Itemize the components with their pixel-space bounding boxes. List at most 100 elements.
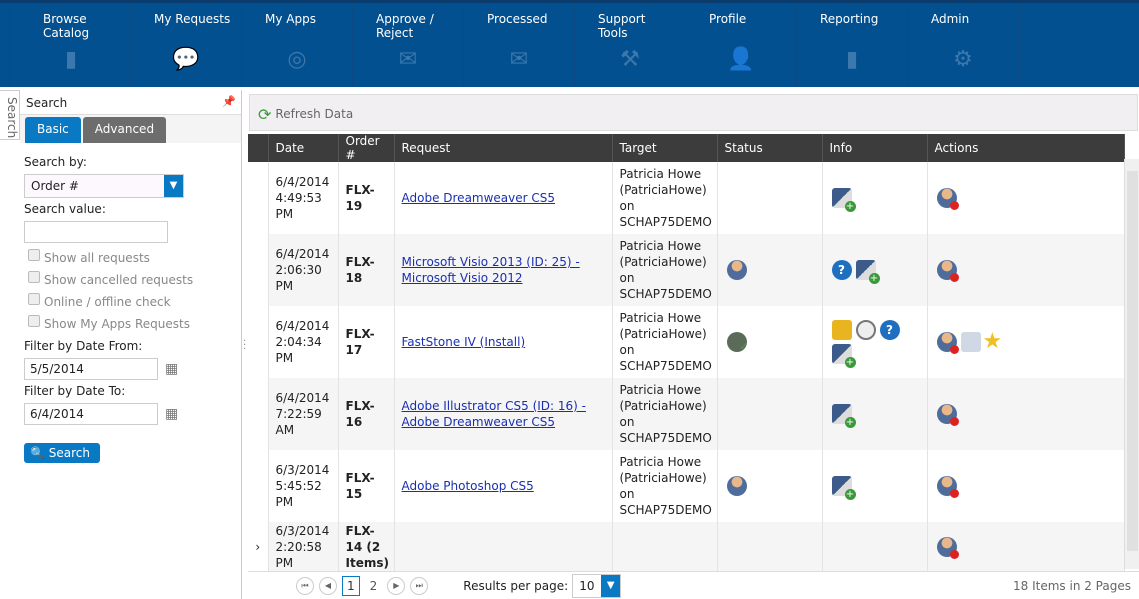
package-add-icon[interactable] — [831, 404, 856, 428]
request-link[interactable]: Microsoft Visio 2013 (ID: 25) - Microsof… — [401, 255, 580, 285]
package-add-icon[interactable] — [831, 476, 856, 500]
last-page-button[interactable]: ⏭ — [410, 576, 429, 595]
nav-my-requests[interactable]: My Requests 💬 — [131, 3, 242, 87]
cell-actions — [927, 162, 1125, 234]
vertical-scrollbar[interactable] — [1124, 159, 1139, 569]
refresh-data-button[interactable]: ⟳ Refresh Data — [258, 105, 353, 124]
cell-order: FLX-17 — [338, 306, 395, 378]
date-to-label: Filter by Date To: — [24, 384, 126, 398]
first-page-button[interactable]: ⏮ — [296, 576, 314, 595]
search-value-input[interactable] — [24, 221, 168, 243]
user-status-icon[interactable] — [726, 476, 747, 496]
column-header[interactable]: Target — [612, 134, 718, 162]
date-from-input[interactable]: 5/5/2014 — [24, 358, 158, 380]
search-button[interactable]: 🔍 Search — [24, 443, 101, 463]
checkbox[interactable] — [28, 315, 40, 327]
search-side-tab[interactable]: Search — [0, 90, 20, 140]
tab-basic[interactable]: Basic — [25, 117, 81, 143]
request-link[interactable]: Adobe Illustrator CS5 (ID: 16) - Adobe D… — [401, 399, 586, 429]
date-to-input[interactable]: 6/4/2014 — [24, 403, 158, 425]
cancel-user-icon[interactable] — [936, 332, 959, 354]
help-icon[interactable]: ? — [879, 320, 900, 340]
checkbox-option[interactable]: Show My Apps Requests — [28, 315, 237, 331]
check-disc-icon[interactable] — [726, 332, 748, 355]
checkbox-option[interactable]: Show cancelled requests — [28, 271, 237, 287]
column-header[interactable]: Actions — [927, 134, 1125, 162]
page-1[interactable]: 1 — [342, 575, 360, 596]
checkbox[interactable] — [28, 271, 40, 283]
cancel-user-icon[interactable] — [936, 260, 959, 282]
cell-target — [612, 522, 718, 572]
nav-admin[interactable]: Admin ⚙ — [908, 3, 1019, 87]
checkbox[interactable] — [28, 249, 40, 261]
document-icon[interactable] — [960, 332, 981, 352]
prev-page-button[interactable]: ◀ — [319, 576, 337, 595]
package-add-icon[interactable] — [855, 260, 880, 284]
table-row[interactable]: 6/4/2014 2:06:30 PM FLX-18 Microsoft Vis… — [248, 234, 1125, 306]
column-header[interactable]: Date — [268, 134, 339, 162]
request-link[interactable]: Adobe Dreamweaver CS5 — [401, 191, 556, 205]
tab-advanced[interactable]: Advanced — [82, 117, 167, 143]
bar-chart-icon: ▮ — [845, 47, 859, 72]
calendar-icon[interactable]: ▦ — [165, 361, 179, 377]
search-by-select[interactable]: Order # ▼ — [24, 174, 184, 198]
column-header[interactable]: Info — [822, 134, 928, 162]
cell-info — [822, 522, 928, 572]
pin-icon[interactable]: 📌 — [222, 95, 236, 108]
nav-label: Approve / Reject — [376, 12, 434, 40]
cell-info — [822, 378, 928, 450]
table-row[interactable]: 6/4/2014 7:22:59 AM FLX-16 Adobe Illustr… — [248, 378, 1125, 450]
column-header[interactable]: Request — [394, 134, 613, 162]
request-link[interactable]: Adobe Photoshop CS5 — [401, 479, 534, 493]
table-row[interactable]: › 6/3/2014 2:20:58 PM FLX-14 (2 Items) — [248, 522, 1125, 572]
checkbox-option[interactable]: Online / offline check — [28, 293, 237, 309]
next-page-button[interactable]: ▶ — [387, 576, 406, 595]
nav-my-apps[interactable]: My Apps ◎ — [242, 3, 353, 87]
package-add-icon[interactable] — [831, 344, 856, 368]
page-2[interactable]: 2 — [369, 578, 378, 593]
gears-icon: ⚙ — [953, 47, 973, 72]
table-row[interactable]: 6/3/2014 5:45:52 PM FLX-15 Adobe Photosh… — [248, 450, 1125, 522]
column-header[interactable]: Order # — [338, 134, 395, 162]
cancel-user-icon[interactable] — [936, 404, 959, 426]
cell-date: 6/4/2014 7:22:59 AM — [268, 378, 339, 450]
results-per-page-select[interactable]: 10 ▼ — [572, 573, 622, 598]
nav-profile[interactable]: Profile 👤 — [686, 3, 797, 87]
splitter-handle[interactable]: · · · — [243, 336, 247, 355]
row-expander[interactable]: › — [248, 522, 269, 572]
table-row[interactable]: 6/4/2014 2:04:34 PM FLX-17 FastStone IV … — [248, 306, 1125, 378]
calendar-icon[interactable]: ▦ — [165, 406, 179, 422]
chevron-down-icon[interactable]: ▼ — [601, 574, 621, 597]
request-link[interactable]: FastStone IV (Install) — [401, 335, 526, 349]
cell-actions — [927, 522, 1125, 572]
nav-reporting[interactable]: Reporting ▮ — [797, 3, 908, 87]
star-icon[interactable]: ★ — [982, 329, 1003, 354]
cell-order: FLX-15 — [338, 450, 395, 522]
nav-browse-catalog[interactable]: Browse Catalog ▮ — [9, 3, 131, 87]
checkbox[interactable] — [28, 293, 40, 305]
column-header[interactable]: Status — [717, 134, 823, 162]
nav-approve-reject[interactable]: Approve / Reject ✉ — [353, 3, 464, 87]
cancel-user-icon[interactable] — [936, 188, 959, 210]
nav-support-tools[interactable]: Support Tools ⚒ — [575, 3, 686, 87]
scrollbar-thumb[interactable] — [1127, 171, 1138, 551]
nav-processed[interactable]: Processed ✉ — [464, 3, 575, 87]
help-icon[interactable]: ? — [831, 260, 852, 280]
table-row[interactable]: 6/4/2014 4:49:53 PM FLX-19 Adobe Dreamwe… — [248, 162, 1125, 234]
chat-bubbles-icon: 💬 — [172, 47, 200, 72]
person-icon: 👤 — [727, 47, 755, 72]
chevron-down-icon[interactable]: ▼ — [164, 175, 183, 197]
package-add-icon[interactable] — [831, 188, 856, 212]
lock-icon[interactable] — [831, 320, 852, 340]
clock-check-icon[interactable] — [855, 320, 876, 340]
cell-order: FLX-14 (2 Items) — [338, 522, 395, 572]
checkbox-option[interactable]: Show all requests — [28, 249, 237, 265]
search-by-value: Order # — [31, 179, 79, 193]
cancel-user-icon[interactable] — [936, 537, 959, 559]
user-status-icon[interactable] — [726, 260, 747, 280]
chevron-right-icon[interactable]: › — [255, 540, 261, 554]
cell-actions — [927, 234, 1125, 306]
cancel-user-icon[interactable] — [936, 476, 959, 498]
nav-label: My Apps — [265, 12, 316, 26]
nav-label: Processed — [487, 12, 548, 26]
